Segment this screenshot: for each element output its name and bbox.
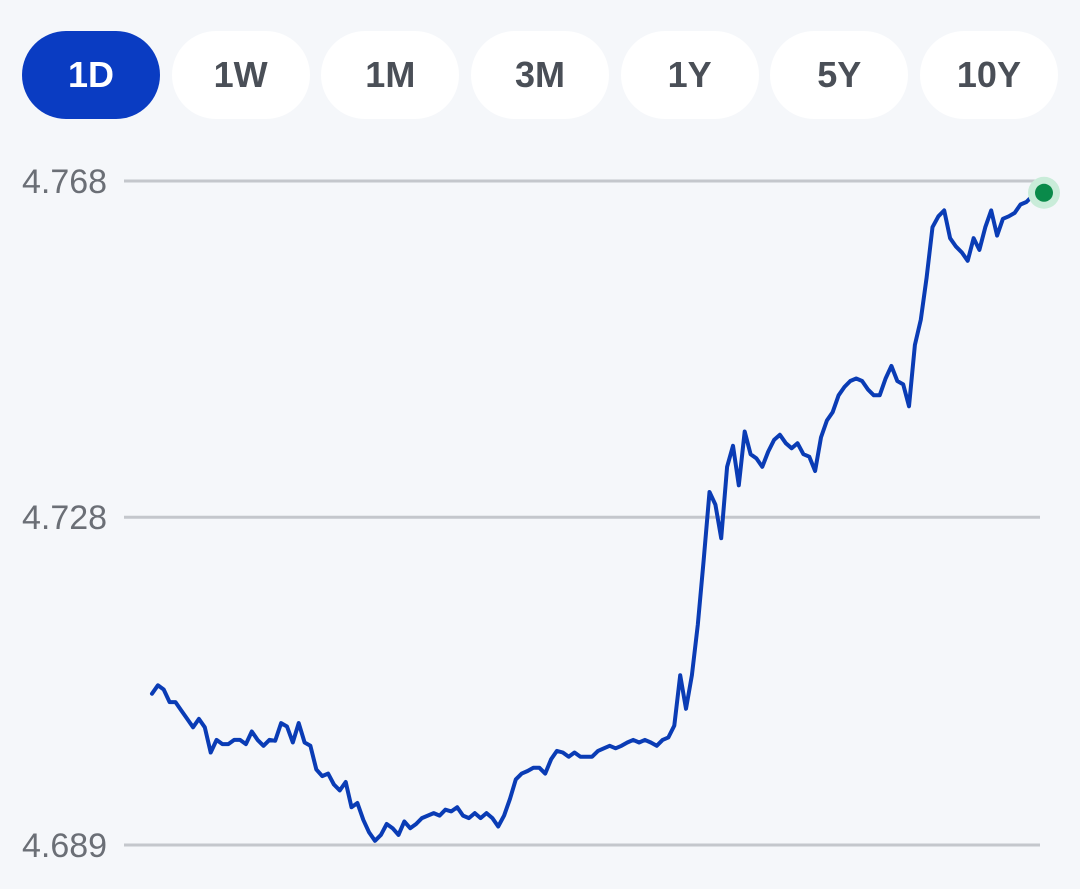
tab-10y[interactable]: 10Y — [919, 31, 1058, 119]
tab-1w[interactable]: 1W — [171, 31, 310, 119]
price-chart[interactable]: 4.768 4.728 4.689 — [0, 140, 1080, 889]
last-price-marker[interactable] — [1035, 183, 1053, 202]
timeframe-tabs: 1D 1W 1M 3M 1Y 5Y 10Y — [22, 31, 1058, 119]
price-line — [150, 190, 1046, 843]
tab-3m[interactable]: 3M — [470, 31, 609, 119]
tab-1y[interactable]: 1Y — [620, 31, 759, 119]
y-tick-label-bottom: 4.689 — [22, 827, 107, 865]
y-tick-label-top: 4.768 — [22, 163, 107, 201]
tab-1m[interactable]: 1M — [321, 31, 460, 119]
tab-1d[interactable]: 1D — [22, 31, 160, 119]
y-tick-label-middle: 4.728 — [22, 499, 107, 537]
tab-5y[interactable]: 5Y — [770, 31, 909, 119]
y-axis-tick-labels: 4.768 4.728 4.689 — [22, 163, 107, 865]
chart-gridlines — [124, 179, 1040, 847]
